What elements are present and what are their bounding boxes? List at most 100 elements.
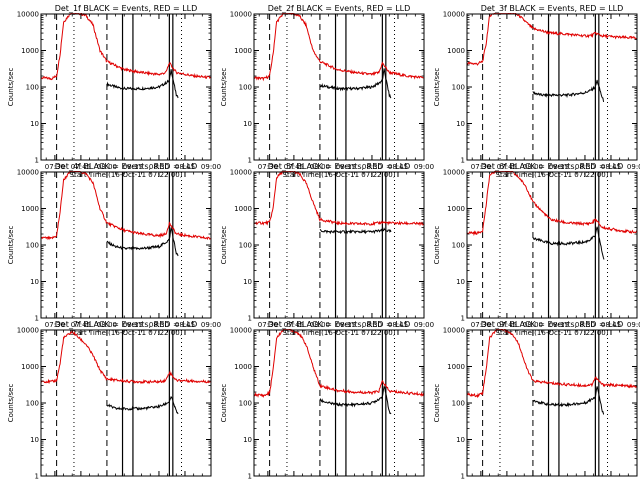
panel-title: Det_5f BLACK = Events, RED = LLD xyxy=(268,162,411,171)
y-tick-label: 100 xyxy=(239,84,252,92)
x-tick-label: 07:45 xyxy=(497,163,517,171)
plot-frame xyxy=(466,171,638,319)
x-tick-label: 08:15 xyxy=(549,321,569,329)
y-tick-label: 1 xyxy=(461,157,465,165)
lld-series-line xyxy=(41,171,211,241)
y-axis-label: Counts/sec xyxy=(433,384,441,423)
x-tick-label: 08:00 xyxy=(97,321,117,329)
y-tick-label: 10 xyxy=(30,278,39,286)
panel-title: Det_4f BLACK = Events, RED = LLD xyxy=(55,162,198,171)
events-series-line xyxy=(319,227,392,235)
events-series-line xyxy=(532,226,605,260)
y-tick-label: 1000 xyxy=(234,363,252,371)
x-tick-label: 09:00 xyxy=(414,163,434,171)
y-tick-label: 10 xyxy=(456,120,465,128)
x-tick-label: 09:00 xyxy=(414,321,434,329)
y-tick-label: 10 xyxy=(456,436,465,444)
x-tick-label: 07:45 xyxy=(71,321,91,329)
lld-series-line xyxy=(467,13,637,66)
detector-panel: Det_3f BLACK = Events, RED = LLD 1 10 100 10… xyxy=(433,4,640,179)
y-tick-label: 100 xyxy=(452,84,465,92)
x-tick-label: 08:45 xyxy=(601,163,621,171)
plot-frame xyxy=(40,171,212,319)
y-tick-label: 10000 xyxy=(17,11,39,19)
y-tick-label: 10000 xyxy=(443,327,465,335)
x-tick-label: 08:30 xyxy=(575,163,595,171)
x-tick-label: 08:45 xyxy=(388,163,408,171)
x-tick-label: 08:45 xyxy=(601,321,621,329)
x-tick-label: 08:00 xyxy=(523,163,543,171)
x-tick-label: 07:30 xyxy=(45,321,65,329)
events-series-line xyxy=(106,227,179,257)
y-axis-label: Counts/sec xyxy=(220,68,228,107)
y-tick-label: 100 xyxy=(452,400,465,408)
x-tick-label: 08:30 xyxy=(362,163,382,171)
y-tick-label: 100 xyxy=(452,242,465,250)
y-tick-label: 1 xyxy=(35,473,39,480)
x-tick-label: 08:45 xyxy=(388,321,408,329)
x-tick-label: 09:00 xyxy=(201,163,221,171)
y-tick-label: 1 xyxy=(248,157,252,165)
y-tick-label: 1 xyxy=(35,315,39,323)
x-axis-label: Start Time (16-Oct-11 07:22:00) xyxy=(70,329,183,337)
panel-title: Det_3f BLACK = Events, RED = LLD xyxy=(481,4,624,13)
detector-panel: Det_4f BLACK = Events, RED = LLD 1 10 100 10… xyxy=(7,162,221,337)
y-tick-label: 10 xyxy=(243,436,252,444)
plot-frame xyxy=(40,329,212,477)
y-tick-label: 100 xyxy=(239,242,252,250)
x-tick-label: 08:00 xyxy=(310,321,330,329)
y-tick-label: 1 xyxy=(248,315,252,323)
panel-title: Det_8f BLACK = Events, RED = LLD xyxy=(268,320,411,329)
x-axis-label: Start Time (16-Oct-11 07:22:00) xyxy=(496,329,609,337)
y-axis-label: Counts/sec xyxy=(7,68,15,107)
x-tick-label: 07:30 xyxy=(471,321,491,329)
events-series-line xyxy=(532,79,605,102)
x-tick-label: 08:30 xyxy=(575,321,595,329)
y-tick-label: 10 xyxy=(30,120,39,128)
x-tick-label: 07:30 xyxy=(45,163,65,171)
detector-panel: Det_6f BLACK = Events, RED = LLD 1 10 100 10… xyxy=(433,162,640,337)
detector-panel: Det_7f BLACK = Events, RED = LLD 1 10 100 10… xyxy=(7,320,221,480)
x-tick-label: 08:45 xyxy=(175,321,195,329)
y-axis-label: Counts/sec xyxy=(433,226,441,265)
lld-series-line xyxy=(254,171,424,227)
plot-frame xyxy=(253,171,425,319)
x-tick-label: 08:30 xyxy=(149,321,169,329)
detector-panel: Det_8f BLACK = Events, RED = LLD 1 10 100 10… xyxy=(220,320,434,480)
y-tick-label: 1000 xyxy=(234,205,252,213)
lld-series-line xyxy=(41,13,211,81)
plot-frame xyxy=(253,13,425,161)
detector-panel: Det_1f BLACK = Events, RED = LLD 1 10 100 10… xyxy=(7,4,221,179)
x-tick-label: 07:45 xyxy=(71,163,91,171)
events-series-line xyxy=(532,386,604,415)
x-tick-label: 08:00 xyxy=(97,163,117,171)
x-tick-label: 08:15 xyxy=(123,163,143,171)
detector-panel: Det_9f BLACK = Events, RED = LLD 1 10 100 10… xyxy=(433,320,640,480)
x-tick-label: 08:30 xyxy=(149,163,169,171)
detector-panel: Det_5f BLACK = Events, RED = LLD 1 10 100 10… xyxy=(220,162,434,337)
y-tick-label: 10 xyxy=(30,436,39,444)
y-tick-label: 10000 xyxy=(230,169,252,177)
x-tick-label: 08:00 xyxy=(523,321,543,329)
x-tick-label: 09:00 xyxy=(201,321,221,329)
y-tick-label: 1000 xyxy=(234,47,252,55)
x-tick-label: 07:45 xyxy=(284,163,304,171)
plot-frame xyxy=(40,13,212,161)
events-series-line xyxy=(106,69,179,99)
y-tick-label: 10000 xyxy=(443,11,465,19)
panel-title: Det_2f BLACK = Events, RED = LLD xyxy=(268,4,411,13)
y-tick-label: 10 xyxy=(243,120,252,128)
panel-title: Det_7f BLACK = Events, RED = LLD xyxy=(55,320,198,329)
y-axis-label: Counts/sec xyxy=(7,384,15,423)
x-tick-label: 07:30 xyxy=(471,163,491,171)
y-tick-label: 10 xyxy=(456,278,465,286)
y-axis-label: Counts/sec xyxy=(7,226,15,265)
lld-series-line xyxy=(41,329,211,385)
y-tick-label: 1 xyxy=(35,157,39,165)
y-axis-label: Counts/sec xyxy=(433,68,441,107)
events-series-line xyxy=(106,396,179,415)
y-tick-label: 1000 xyxy=(447,47,465,55)
x-tick-label: 07:30 xyxy=(258,163,278,171)
x-tick-label: 08:15 xyxy=(549,163,569,171)
y-tick-label: 10 xyxy=(243,278,252,286)
